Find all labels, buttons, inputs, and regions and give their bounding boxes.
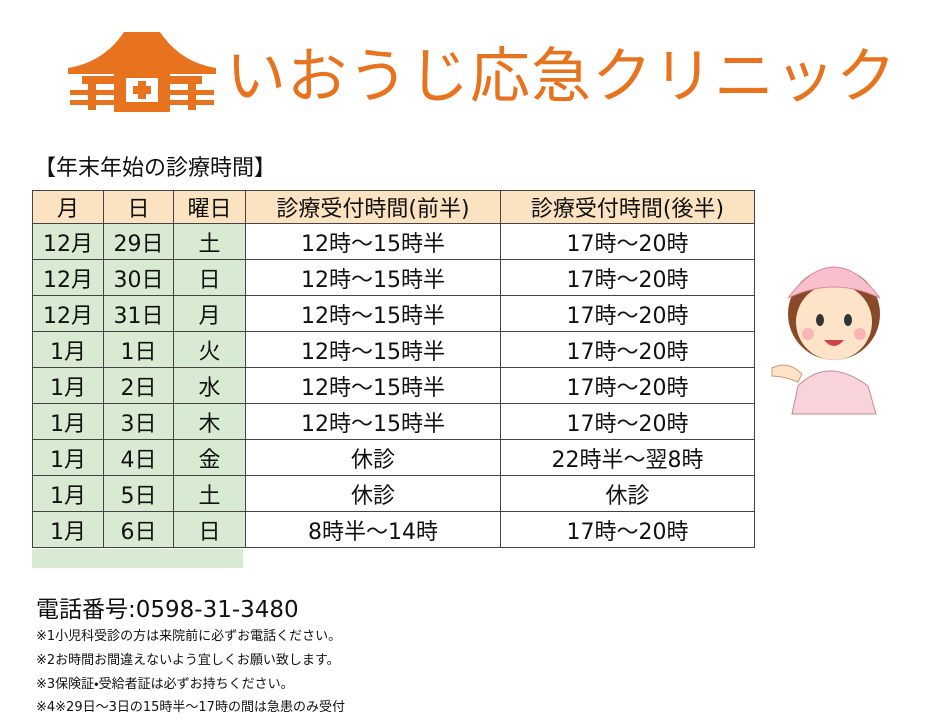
table-cell: 30日: [103, 259, 174, 296]
table-row: 12月 31日月 12時～15時半 17時～20時: [32, 295, 755, 332]
table-cell: 29日: [103, 223, 174, 260]
note: ※1小児科受診の方は来院前に必ずお電話ください。: [36, 629, 342, 644]
table-cell: 12月: [32, 223, 104, 260]
nurse-illustration: [771, 266, 881, 415]
table-cell: 17時～20時: [500, 295, 755, 332]
table-cell: 17時～20時: [500, 331, 755, 368]
table-cell: 3日: [103, 403, 174, 440]
table-row: 1月 4日金休診 22時半～翌8時: [32, 439, 755, 476]
phone-number: 電話番号:0598-31-3480: [36, 597, 299, 623]
table-cell: 1月: [32, 475, 104, 512]
note: ※4※29日～3日の15時半～17時の間は急患のみ受付: [36, 700, 345, 715]
table-cell: 休診: [245, 475, 501, 512]
table-row: 1月 2日水 12時～15時半 17時～20時: [32, 367, 755, 404]
header-cell: 月: [32, 190, 104, 224]
table-cell: 8時半～14時: [245, 511, 501, 548]
table-cell: 22時半～翌8時: [500, 439, 755, 476]
table-cell: 2日: [103, 367, 174, 404]
table-cell: 金: [173, 439, 246, 476]
table-cell: 土: [173, 223, 246, 260]
table-cell: 12時～15時半: [245, 331, 501, 368]
table-cell: 1月: [32, 403, 104, 440]
table-cell: 月: [173, 295, 246, 332]
section-title: 【年末年始の診療時間】: [34, 156, 277, 181]
table-cell: 休診: [500, 475, 755, 512]
clinic-title: いおうじ応急クリニック: [226, 42, 897, 112]
table-cell: 17時～20時: [500, 223, 755, 260]
table-cell: 12時～15時半: [245, 367, 501, 404]
table-cell: 12月: [32, 259, 104, 296]
header-row: 月日曜日 診療受付時間(前半) 診療受付時間(後半): [32, 190, 755, 224]
table-cell: 水: [173, 367, 246, 404]
table-cell: 土: [173, 475, 246, 512]
note: ※3保険証・受給者証は必ずお持ちください。: [36, 677, 294, 692]
table-cell: 12時～15時半: [245, 223, 501, 260]
table-cell: 火: [173, 331, 246, 368]
table-cell: 4日: [103, 439, 174, 476]
header-cell: 診療受付時間(前半): [245, 190, 501, 224]
green-strip: [32, 549, 243, 568]
header-cell: 診療受付時間(後半): [500, 190, 755, 224]
table-cell: 5日: [103, 475, 174, 512]
table-cell: 6日: [103, 511, 174, 548]
table-cell: 17時～20時: [500, 367, 755, 404]
table-cell: 12時～15時半: [245, 295, 501, 332]
table-row: 1月 1日火 12時～15時半 17時～20時: [32, 331, 755, 368]
table-cell: 17時～20時: [500, 511, 755, 548]
table-cell: 1月: [32, 511, 104, 548]
schedule-table: 月日曜日 診療受付時間(前半) 診療受付時間(後半) 12月 29日土 12時～15時半…: [32, 190, 755, 548]
header-cell: 日: [103, 190, 174, 224]
table-row: 1月 6日日 8時半～14時 17時～20時: [32, 511, 755, 548]
table-cell: 17時～20時: [500, 259, 755, 296]
table-row: 12月 30日日 12時～15時半 17時～20時: [32, 259, 755, 296]
logo-icon: [68, 32, 216, 112]
table-cell: 1月: [32, 367, 104, 404]
table-row: 1月 3日木 12時～15時半 17時～20時: [32, 403, 755, 440]
table-cell: 木: [173, 403, 246, 440]
table-row: 1月 5日土休診 休診: [32, 475, 755, 512]
header-cell: 曜日: [173, 190, 246, 224]
table-row: 12月 29日土 12時～15時半 17時～20時: [32, 223, 755, 260]
table-cell: 1月: [32, 331, 104, 368]
note: ※2お時間お間違えないよう宜しくお願い致します。: [36, 653, 340, 668]
table-cell: 1月: [32, 439, 104, 476]
table-cell: 12時～15時半: [245, 259, 501, 296]
table-cell: 1日: [103, 331, 174, 368]
table-cell: 日: [173, 259, 246, 296]
table-cell: 31日: [103, 295, 174, 332]
table-cell: 17時～20時: [500, 403, 755, 440]
table-cell: 日: [173, 511, 246, 548]
table-cell: 12月: [32, 295, 104, 332]
table-cell: 休診: [245, 439, 501, 476]
table-body: 12月 29日土 12時～15時半 17時～20時 12月 30日日 12時～15時半 17時…: [32, 223, 755, 548]
table-cell: 12時～15時半: [245, 403, 501, 440]
